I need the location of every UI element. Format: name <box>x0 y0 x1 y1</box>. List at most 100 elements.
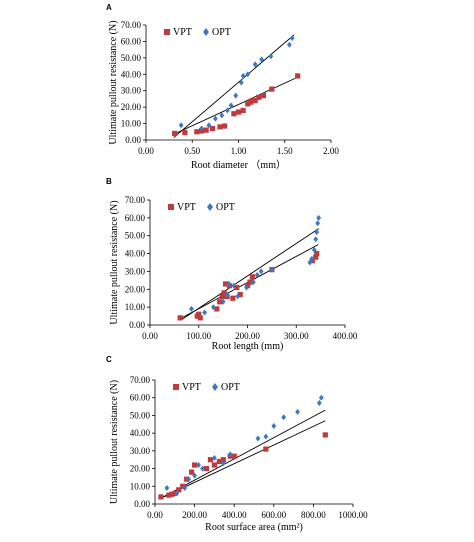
data-point-vpt <box>230 295 236 301</box>
data-point-vpt <box>203 127 209 133</box>
trendline-vpt <box>173 76 299 135</box>
data-point-opt <box>225 107 230 114</box>
data-point-vpt <box>211 462 217 468</box>
data-point-opt <box>307 259 313 266</box>
y-tick-label: 70.00 <box>121 20 142 30</box>
data-point-opt <box>206 122 212 129</box>
data-point-vpt <box>313 254 319 260</box>
data-point-opt <box>224 291 230 298</box>
y-axis-title: Ultimate pullout resistance (N) <box>108 20 119 144</box>
x-axis-title: Root diameter （mm） <box>191 159 286 171</box>
x-tick-label: 400.00 <box>222 510 247 520</box>
data-point-vpt <box>222 123 228 129</box>
data-point-opt <box>289 35 295 42</box>
data-point-vpt <box>256 94 262 100</box>
data-point-opt <box>227 451 233 458</box>
data-point-vpt <box>207 457 214 463</box>
data-point-vpt <box>176 487 182 493</box>
y-tick-label: 70.00 <box>125 195 146 205</box>
panel-label: A <box>106 3 112 12</box>
data-point-opt <box>311 247 317 253</box>
y-tick-label: 40.00 <box>125 249 146 259</box>
x-tick-label: 600.00 <box>261 510 286 520</box>
data-point-opt <box>255 435 261 442</box>
data-point-vpt <box>235 109 242 115</box>
y-tick-label: 10.00 <box>121 119 142 129</box>
data-point-opt <box>182 485 188 492</box>
data-point-opt <box>238 79 244 86</box>
data-point-vpt <box>244 283 251 289</box>
data-point-opt <box>250 279 256 286</box>
trendline-vpt <box>159 420 326 500</box>
data-point-vpt <box>240 107 246 114</box>
legend-label-vpt: VPT <box>182 382 201 393</box>
y-tick-label: 10.00 <box>125 302 146 312</box>
chart-panel-a: A 0.00 10.00 20.00 30.00 40.00 50.00 60.00 70.00… <box>106 3 339 171</box>
data-point-opt <box>192 472 197 479</box>
data-point-vpt <box>249 97 255 104</box>
data-point-opt <box>199 125 204 132</box>
x-tick-label: 1.00 <box>231 146 247 156</box>
data-point-opt <box>220 460 226 467</box>
data-point-opt <box>244 284 249 291</box>
y-tick-label: 40.00 <box>121 69 142 79</box>
data-point-opt <box>252 61 258 68</box>
panel-label: C <box>106 355 112 364</box>
data-point-vpt <box>217 124 223 130</box>
y-tick-label: 50.00 <box>121 53 142 63</box>
legend-label-vpt: VPT <box>173 27 192 38</box>
data-point-vpt <box>322 432 328 438</box>
y-tick-label: 20.00 <box>121 102 142 112</box>
data-point-opt <box>202 309 207 316</box>
x-tick-label: 0.00 <box>142 331 158 341</box>
data-point-opt <box>164 485 170 492</box>
chart-panel-b: B 0.00 10.00 20.00 30.00 40.00 50.00 60.00 70.00… <box>106 177 358 352</box>
data-point-opt <box>318 394 324 401</box>
data-point-vpt <box>249 274 255 280</box>
data-point-opt <box>212 115 218 122</box>
data-point-opt <box>186 476 192 483</box>
data-point-opt <box>240 72 246 79</box>
legend-marker-vpt <box>164 29 170 35</box>
legend-label-opt: OPT <box>221 382 240 393</box>
x-tick-label: 400.00 <box>333 331 358 341</box>
x-tick-label: 800.00 <box>301 510 326 520</box>
x-tick-label: 100.00 <box>186 331 211 341</box>
data-point-opt <box>269 266 275 273</box>
x-tick-label: 0.50 <box>184 146 200 156</box>
legend-marker-vpt <box>168 204 174 210</box>
data-point-opt <box>281 414 287 421</box>
data-point-vpt <box>197 315 203 321</box>
data-point-opt <box>231 282 237 289</box>
data-point-vpt <box>203 465 210 472</box>
data-point-vpt <box>196 311 202 317</box>
trendline-opt <box>181 228 319 321</box>
data-point-opt <box>313 236 319 243</box>
data-point-opt <box>245 71 251 78</box>
data-point-vpt <box>169 491 175 497</box>
data-point-opt <box>271 423 277 430</box>
y-tick-label: 0.00 <box>129 320 145 330</box>
y-tick-label: 50.00 <box>130 410 151 420</box>
x-tick-label: 300.00 <box>284 331 309 341</box>
y-tick-label: 60.00 <box>121 36 142 46</box>
legend-label-vpt: VPT <box>177 202 196 213</box>
legend-label-opt: OPT <box>216 202 235 213</box>
data-point-opt <box>254 272 260 278</box>
data-point-vpt <box>222 281 229 287</box>
data-point-vpt <box>182 130 188 136</box>
data-point-vpt <box>231 453 237 459</box>
x-tick-label: 200.00 <box>182 510 207 520</box>
data-point-vpt <box>269 86 275 92</box>
data-point-vpt <box>166 492 172 498</box>
data-point-opt <box>295 408 300 415</box>
data-point-opt <box>286 41 292 48</box>
data-point-vpt <box>237 292 243 298</box>
x-tick-label: 1.50 <box>277 146 293 156</box>
y-tick-label: 30.00 <box>121 86 142 96</box>
y-tick-label: 70.00 <box>130 375 151 385</box>
y-tick-label: 60.00 <box>125 213 146 223</box>
data-point-vpt <box>234 284 240 291</box>
y-tick-label: 0.00 <box>134 499 150 509</box>
